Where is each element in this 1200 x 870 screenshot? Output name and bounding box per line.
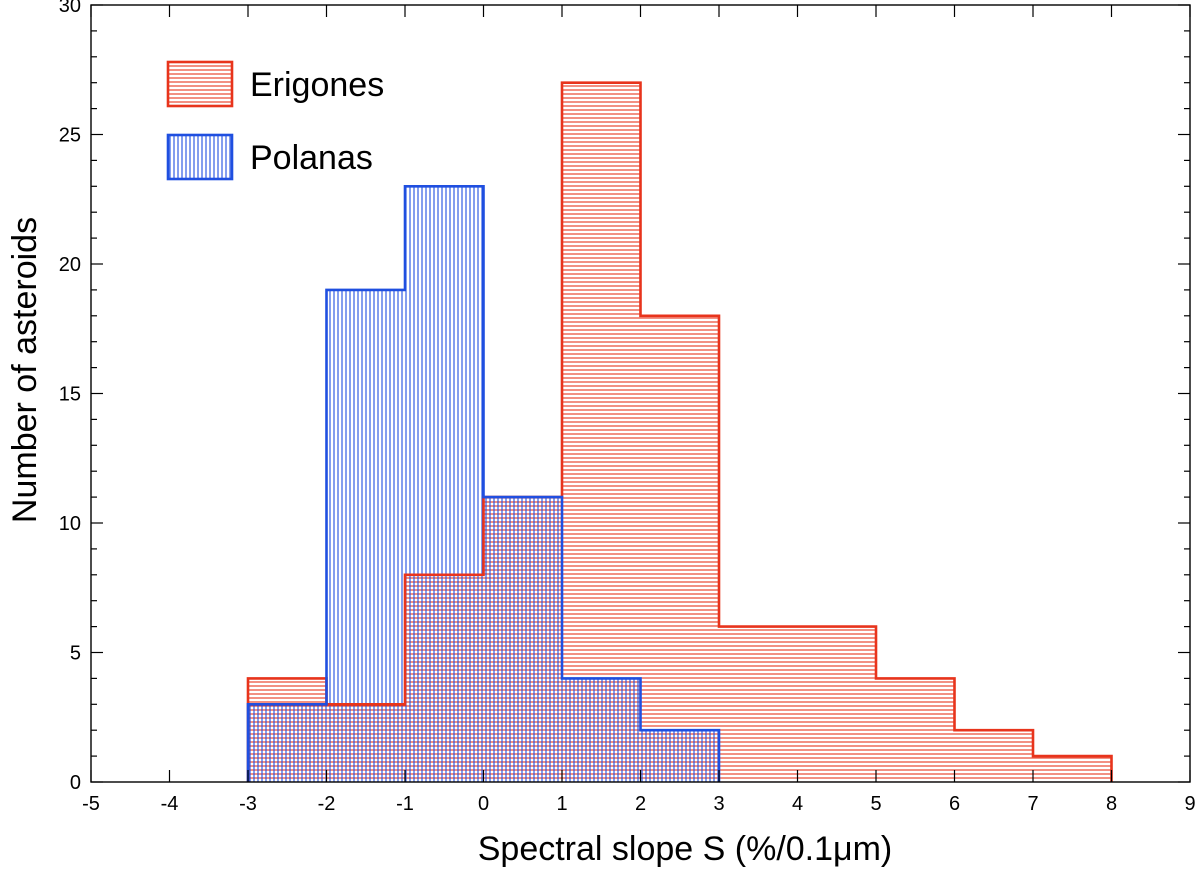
polanas-bar — [640, 730, 719, 782]
x-tick-label: -2 — [318, 793, 336, 815]
polanas-bar — [405, 186, 484, 783]
erigones-bar — [719, 626, 798, 782]
erigones-bar — [797, 626, 876, 782]
x-tick-label: 5 — [870, 793, 881, 815]
legend-label-erigones: Erigones — [250, 66, 384, 104]
erigones-bar — [876, 678, 955, 782]
polanas-bar — [483, 497, 562, 782]
x-tick-label: 2 — [635, 793, 646, 815]
erigones-bar — [640, 315, 719, 782]
y-tick-label: 15 — [59, 384, 81, 406]
y-tick-label: 10 — [59, 513, 81, 535]
y-tick-label: 0 — [70, 772, 81, 794]
x-axis-title: Spectral slope S (%/0.1μm) — [478, 830, 893, 868]
legend-swatch-polanas — [166, 133, 234, 181]
y-tick-label: 5 — [70, 643, 81, 665]
plot-area — [246, 81, 1113, 783]
x-tick-label: 8 — [1106, 793, 1117, 815]
polanas-bar — [562, 678, 641, 782]
x-tick-label: -5 — [82, 793, 100, 815]
x-tick-label: 6 — [949, 793, 960, 815]
x-tick-label: 9 — [1184, 793, 1195, 815]
x-tick-label: 4 — [792, 793, 803, 815]
legend-label-polanas: Polanas — [250, 139, 373, 177]
x-tick-label: -3 — [239, 793, 257, 815]
erigones-bar — [954, 730, 1033, 782]
axes: -5 -4 -3 -2 -1 0 1 2 3 4 5 6 7 8 9 0 5 10 15 20 25 30 — [59, 0, 1196, 815]
y-tick-label: 20 — [59, 254, 81, 276]
x-tick-label: 7 — [1027, 793, 1038, 815]
y-axis-title: Number of asteroids — [6, 217, 44, 523]
erigones-bar — [1033, 756, 1112, 782]
x-tick-label: -1 — [396, 793, 414, 815]
y-tick-label: 25 — [59, 125, 81, 147]
legend-swatch-erigones — [166, 60, 234, 108]
x-tick-label: 3 — [713, 793, 724, 815]
x-tick-label: -4 — [161, 793, 179, 815]
y-tick-label: 30 — [59, 0, 81, 17]
polanas-bar — [248, 704, 327, 782]
polanas-outline — [246, 185, 721, 782]
legend: Erigones Polanas — [166, 60, 384, 181]
polanas-bar — [326, 289, 405, 782]
erigones-outline — [246, 81, 1113, 782]
x-tick-label: 1 — [556, 793, 567, 815]
erigones-bar — [562, 82, 641, 782]
x-tick-label: 0 — [478, 793, 489, 815]
